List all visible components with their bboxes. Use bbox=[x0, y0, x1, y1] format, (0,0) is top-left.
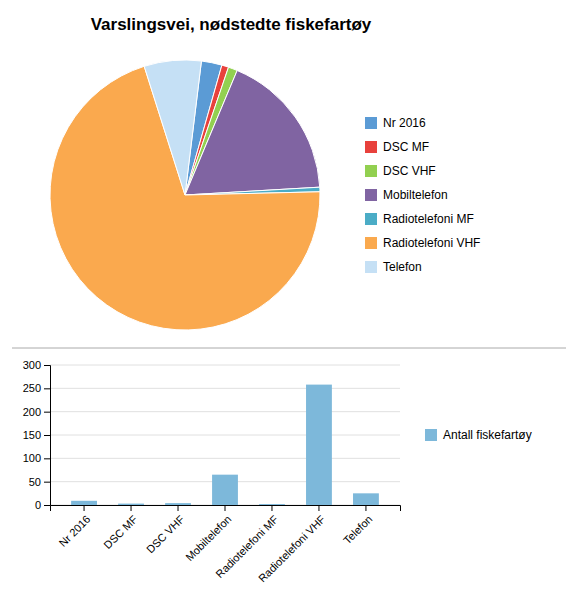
bar bbox=[71, 501, 97, 505]
y-tick: 0 bbox=[35, 499, 50, 511]
legend-swatch bbox=[365, 165, 377, 177]
legend-swatch bbox=[365, 261, 377, 273]
legend: Nr 2016 DSC MF DSC VHF Mobiltelefon Radiotel… bbox=[365, 116, 480, 274]
x-tick: DSC MF bbox=[101, 505, 139, 551]
grid bbox=[50, 365, 400, 505]
bar bbox=[118, 504, 144, 505]
chart: Varslingsvei, nødstedte fiskefartøy Nr 20… bbox=[0, 0, 578, 612]
tick-mark bbox=[84, 505, 85, 511]
legend-label: Nr 2016 bbox=[383, 116, 426, 130]
tick-label: DSC MF bbox=[101, 513, 139, 551]
legend-label: Radiotelefoni VHF bbox=[383, 236, 480, 250]
legend-swatch bbox=[365, 237, 377, 249]
tick-mark bbox=[178, 505, 179, 511]
y-axis: 0 50 100 150 200 250 300 bbox=[23, 359, 51, 511]
y-tick: 300 bbox=[23, 359, 50, 371]
title: Varslingsvei, nødstedte fiskefartøy bbox=[91, 15, 372, 34]
tick-label: Radiotelefoni VHF bbox=[256, 513, 328, 585]
y-tick: 150 bbox=[23, 429, 50, 441]
tick-mark bbox=[44, 505, 50, 506]
grid-line bbox=[50, 365, 400, 366]
pie-slice bbox=[185, 70, 320, 195]
tick-label: 300 bbox=[23, 359, 41, 371]
bar bbox=[165, 503, 191, 505]
grid-line bbox=[50, 388, 400, 389]
bars bbox=[71, 385, 379, 505]
legend-label: Antall fiskefartøy bbox=[443, 428, 532, 442]
legend-swatch bbox=[365, 141, 377, 153]
x-tick: Radiotelefoni VHF bbox=[256, 505, 328, 584]
tick-mark bbox=[365, 505, 366, 511]
legend: Antall fiskefartøy bbox=[425, 428, 532, 442]
tick-label: 200 bbox=[23, 406, 41, 418]
legend-label: DSC VHF bbox=[383, 164, 436, 178]
legend-swatch bbox=[425, 429, 437, 441]
tick-label: Mobiltelefon bbox=[183, 513, 233, 563]
separator bbox=[12, 348, 566, 349]
legend-swatch bbox=[365, 189, 377, 201]
tick-label: DSC VHF bbox=[144, 513, 187, 556]
grid-line bbox=[50, 435, 400, 436]
legend-label: DSC MF bbox=[383, 140, 429, 154]
bar bbox=[212, 475, 238, 505]
y-tick: 200 bbox=[23, 406, 50, 418]
legend-swatch bbox=[365, 117, 377, 129]
tick-mark bbox=[44, 388, 50, 389]
tick-label: Nr 2016 bbox=[56, 513, 92, 549]
x-tick: Nr 2016 bbox=[56, 505, 92, 549]
grid-line bbox=[50, 458, 400, 459]
tick-mark bbox=[225, 505, 226, 511]
axis-domain bbox=[44, 366, 51, 506]
pie-slice bbox=[144, 60, 201, 195]
tick-label: Telefon bbox=[341, 513, 375, 547]
tick-label: 50 bbox=[29, 476, 41, 488]
tick-label: 250 bbox=[23, 382, 41, 394]
grid-line bbox=[50, 411, 400, 412]
tick-mark bbox=[44, 482, 50, 483]
axis-domain bbox=[51, 506, 401, 512]
tick-mark bbox=[44, 435, 50, 436]
tick-mark bbox=[44, 412, 50, 413]
x-tick: Telefon bbox=[341, 505, 375, 546]
x-axis: Nr 2016DSC MFDSC VHFMobiltelefon Radiotel… bbox=[51, 505, 401, 584]
legend-label: Mobiltelefon bbox=[383, 188, 448, 202]
bar bbox=[353, 493, 379, 505]
x-tick: DSC VHF bbox=[144, 505, 187, 555]
bar bbox=[259, 504, 285, 505]
y-tick: 100 bbox=[23, 452, 50, 464]
tick-mark bbox=[44, 365, 50, 366]
legend-label: Telefon bbox=[383, 260, 422, 274]
tick-mark bbox=[44, 458, 50, 459]
y-tick: 250 bbox=[23, 382, 50, 394]
tick-label: 150 bbox=[23, 429, 41, 441]
legend-swatch bbox=[365, 213, 377, 225]
pie bbox=[50, 60, 320, 330]
tick-label: 0 bbox=[35, 499, 41, 511]
legend-label: Radiotelefoni MF bbox=[383, 212, 474, 226]
tick-mark bbox=[318, 505, 319, 511]
tick-label: 100 bbox=[23, 452, 41, 464]
tick-mark bbox=[131, 505, 132, 511]
y-tick: 50 bbox=[29, 476, 50, 488]
tick-mark bbox=[271, 505, 272, 511]
bar bbox=[306, 385, 332, 505]
x-tick: Mobiltelefon bbox=[183, 505, 233, 563]
